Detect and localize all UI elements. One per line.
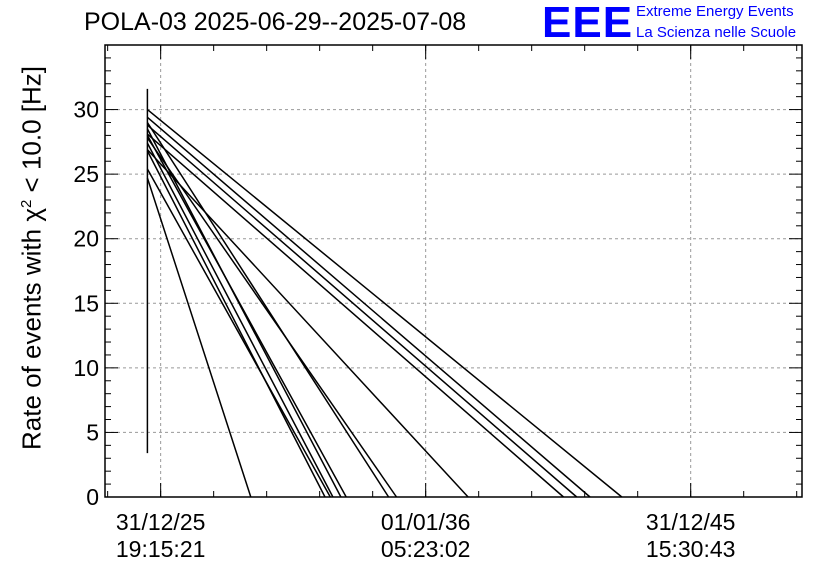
series-line	[146, 128, 342, 498]
y-tick-label: 5	[86, 419, 99, 445]
x-tick-label-date: 31/12/45	[646, 509, 736, 535]
series-line	[146, 142, 334, 498]
logo-line-2: La Scienza nelle Scuole	[636, 24, 797, 41]
series-line	[146, 124, 578, 498]
series-line	[146, 133, 564, 498]
series-line	[146, 149, 469, 498]
y-tick-label: 10	[73, 355, 99, 381]
y-tick-label: 15	[73, 290, 99, 316]
x-tick-label-time: 19:15:21	[116, 536, 206, 562]
series-line	[146, 109, 623, 498]
eee-logo: EEE	[542, 0, 634, 47]
logo-line-1: Extreme Energy Events	[636, 3, 794, 20]
y-tick-label: 30	[73, 97, 99, 123]
axes	[104, 44, 803, 498]
chart-title: POLA-03 2025-06-29--2025-07-08	[84, 8, 467, 36]
x-tick-label-time: 05:23:02	[381, 536, 471, 562]
series-line	[146, 122, 390, 498]
y-tick-label: 20	[73, 226, 99, 252]
x-tick-label-date: 01/01/36	[381, 509, 471, 535]
series-lines	[146, 88, 623, 498]
x-tick-label-time: 15:30:43	[646, 536, 736, 562]
grid	[105, 45, 802, 497]
series-line	[146, 137, 398, 498]
series-line	[146, 168, 331, 498]
x-tick-label-date: 31/12/25	[116, 509, 206, 535]
y-tick-label: 25	[73, 161, 99, 187]
series-line	[146, 135, 347, 498]
plot-frame	[104, 44, 803, 498]
series-line	[146, 150, 326, 498]
y-tick-label: 0	[86, 484, 99, 510]
series-line	[146, 177, 252, 498]
series-line	[146, 116, 591, 498]
